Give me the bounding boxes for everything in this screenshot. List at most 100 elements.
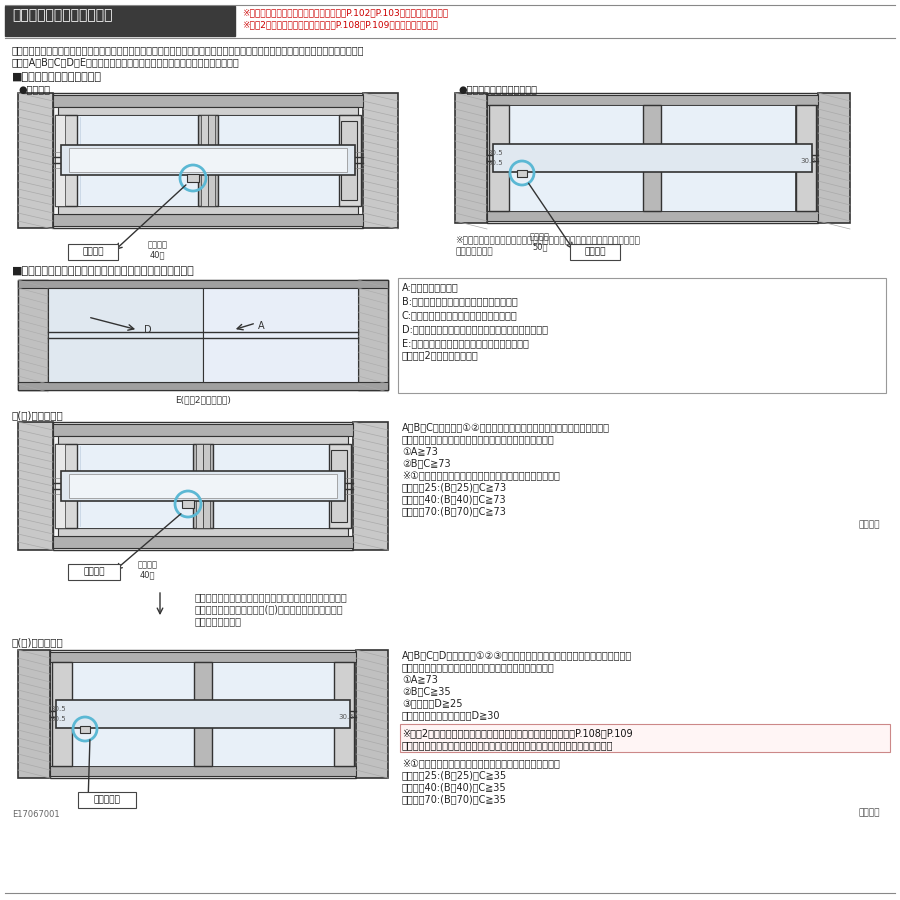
Bar [50, 766, 356, 776]
Text: ●窓タイプ: ●窓タイプ [18, 84, 50, 94]
Bar [182, 500, 194, 508]
Text: ※偏芯2枚建の場合の引き残し寸法はP.108・P.109をご参照ください。: ※偏芯2枚建の場合の引き残し寸法はP.108・P.109をご参照ください。 [242, 20, 437, 29]
Bar [487, 211, 818, 221]
Text: 30.5: 30.5 [487, 150, 502, 156]
Bar [363, 93, 398, 228]
Bar [18, 382, 388, 390]
Bar [329, 444, 351, 528]
Bar [53, 422, 353, 550]
Bar [358, 280, 388, 390]
Text: A・B・Cを測定し、①②の条件を満たしていれば、クレセント施解錠時に: A・B・Cを測定し、①②の条件を満たしていれば、クレセント施解錠時に [402, 422, 610, 432]
Bar [341, 121, 357, 200]
Text: 単位：㎜: 単位：㎜ [859, 808, 880, 817]
Text: テラス・ランマ通しタイプD≧30: テラス・ランマ通しタイプD≧30 [402, 710, 500, 720]
Text: E17067001: E17067001 [12, 810, 59, 819]
Text: 単位：㎜: 単位：㎜ [859, 520, 880, 529]
Bar [18, 650, 50, 778]
Bar [193, 444, 213, 528]
Bar [80, 726, 90, 733]
Text: ふかし枠70:(B＋70)－C≧35: ふかし枠70:(B＋70)－C≧35 [402, 794, 507, 804]
Text: 40㎜: 40㎜ [140, 570, 156, 579]
Bar [68, 244, 118, 260]
Bar [56, 700, 350, 728]
Bar [509, 105, 652, 211]
Bar [53, 95, 363, 107]
Text: ふかし枠25:(B＋25)－C≧35: ふかし枠25:(B＋25)－C≧35 [402, 770, 507, 780]
Text: 外窓クレセントの柄が内窓にぶつかることはありません。: 外窓クレセントの柄が内窓にぶつかることはありません。 [402, 662, 554, 672]
Text: 場合があります。: 場合があります。 [195, 616, 242, 626]
Bar [203, 662, 334, 766]
Bar [196, 444, 203, 528]
Bar [50, 650, 356, 778]
Bar [68, 564, 120, 580]
Bar [55, 115, 77, 206]
Text: 干渉しない: 干渉しない [94, 795, 121, 804]
Bar [18, 280, 48, 390]
Bar [58, 206, 358, 214]
Bar [643, 105, 661, 211]
Bar [55, 115, 65, 206]
Bar [53, 93, 363, 228]
Text: E(偏芯2枚建の場合): E(偏芯2枚建の場合) [176, 395, 231, 404]
Bar [201, 115, 208, 206]
Text: ふかし枠25:(B＋25)－C≧73: ふかし枠25:(B＋25)－C≧73 [402, 482, 507, 492]
Bar [61, 145, 355, 175]
Bar [493, 144, 812, 172]
Text: 40㎜: 40㎜ [150, 250, 166, 259]
Text: 戸先錠仕様採用時のご注意: 戸先錠仕様採用時のご注意 [12, 8, 112, 22]
Bar [18, 280, 388, 288]
Bar [18, 422, 53, 550]
Bar [77, 444, 203, 528]
Bar [198, 115, 218, 206]
Bar [203, 444, 210, 528]
Bar [570, 244, 620, 260]
Text: と同じです。: と同じです。 [455, 247, 492, 256]
Text: ●テラス・ランマ通しタイプ: ●テラス・ランマ通しタイプ [458, 84, 537, 94]
Bar [58, 436, 348, 444]
Text: 正(左)勝手の場合: 正(左)勝手の場合 [12, 410, 64, 420]
Text: E:クレセント柄の側面から開口の端までの距離: E:クレセント柄の側面から開口の端までの距離 [402, 338, 529, 348]
Bar [487, 95, 818, 105]
Bar [334, 662, 354, 766]
Text: 30.5: 30.5 [50, 706, 66, 712]
Text: ②B－C≧35: ②B－C≧35 [402, 686, 451, 696]
Text: ※偏芯2枚建で、外窓と内窓の召合せの中心を揃えない場合は、P.108・P.109: ※偏芯2枚建で、外窓と内窓の召合せの中心を揃えない場合は、P.108・P.109 [402, 728, 633, 738]
Bar [652, 105, 795, 211]
Bar [69, 148, 347, 172]
Text: ■戸先錠仕様　外窓クレセントの干渉回避　採寸のポイント: ■戸先錠仕様 外窓クレセントの干渉回避 採寸のポイント [12, 266, 194, 276]
Bar [58, 107, 358, 115]
Bar [356, 650, 388, 778]
Text: A:木額縁の見込み法: A:木額縁の見込み法 [402, 282, 459, 292]
Bar [61, 471, 345, 501]
Text: D: D [144, 325, 152, 335]
Bar [5, 6, 235, 36]
Bar [487, 93, 818, 223]
Text: ぶつかってしまう場合、逆(右)勝手にすると回避可能な: ぶつかってしまう場合、逆(右)勝手にすると回避可能な [195, 604, 344, 614]
Bar [208, 115, 339, 206]
Text: 30.5: 30.5 [50, 716, 66, 722]
Text: ※図はテラスタイプです。ランマ通しタイプの引き残し寸法はテラスタイプ: ※図はテラスタイプです。ランマ通しタイプの引き残し寸法はテラスタイプ [455, 235, 640, 244]
Text: ふかし枠40:(B＋40)－C≧73: ふかし枠40:(B＋40)－C≧73 [402, 494, 507, 504]
Bar [72, 662, 203, 766]
Text: ③窓タイプD≧25: ③窓タイプD≧25 [402, 698, 463, 708]
Bar [77, 115, 208, 206]
Text: A・B・C・Dを測定し、①②③の条件を満たしていれば、クレセント施解錠時に: A・B・C・Dを測定し、①②③の条件を満たしていれば、クレセント施解錠時に [402, 650, 632, 660]
Text: 外窓クレセントの柄が内窓にぶつかることはありません。: 外窓クレセントの柄が内窓にぶつかることはありません。 [402, 434, 554, 444]
Bar [53, 536, 353, 548]
Text: ①A≧73: ①A≧73 [402, 446, 438, 456]
Bar [203, 444, 329, 528]
Text: ※①で木額縁の見込みが足りず、ふかし枠を使用した場合: ※①で木額縁の見込みが足りず、ふかし枠を使用した場合 [402, 758, 560, 768]
Bar [796, 105, 816, 211]
Text: 干渉する: 干渉する [584, 247, 606, 256]
Text: B:内召せ框からの木額縁室内面までの距離: B:内召せ框からの木額縁室内面までの距離 [402, 296, 518, 306]
Bar [203, 288, 358, 382]
Bar [53, 214, 363, 226]
Text: ふかし枠40:(B＋40)－C≧35: ふかし枠40:(B＋40)－C≧35 [402, 782, 507, 792]
Text: 引き残し: 引き残し [530, 232, 550, 241]
Bar [208, 115, 215, 206]
Text: A: A [258, 321, 265, 331]
Bar [331, 450, 347, 522]
Bar [194, 662, 212, 766]
Bar [489, 105, 509, 211]
Text: 50㎜: 50㎜ [532, 242, 547, 251]
